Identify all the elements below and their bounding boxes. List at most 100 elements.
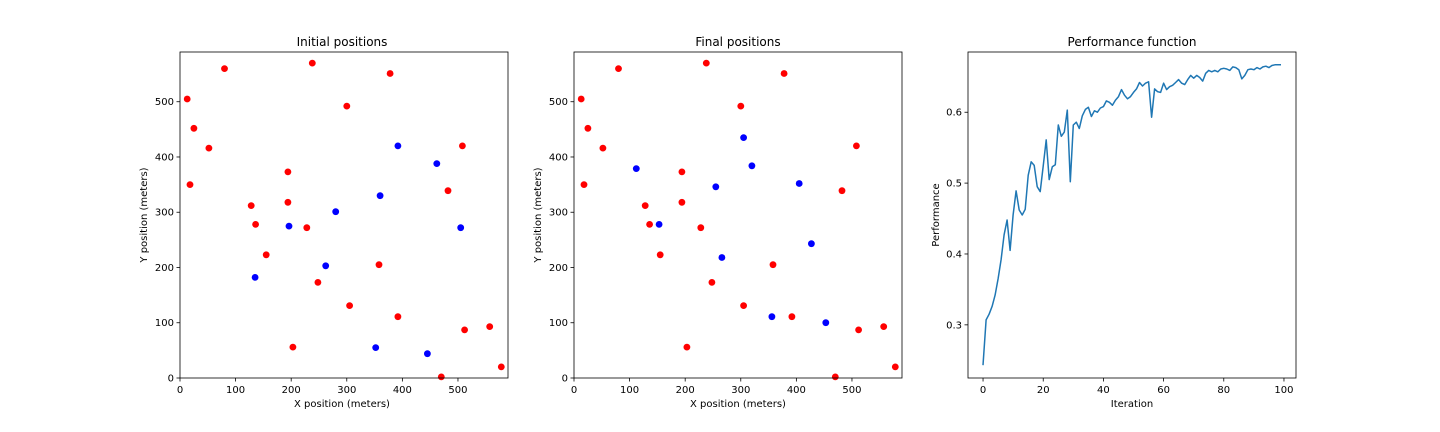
x-axis-label: Iteration <box>1111 399 1153 410</box>
red-point <box>646 221 653 228</box>
red-point <box>303 224 311 232</box>
blue-point <box>718 254 726 261</box>
blue-point <box>768 313 776 321</box>
red-point <box>737 102 745 110</box>
x-tick-label: 200 <box>676 385 695 396</box>
red-point <box>656 251 664 259</box>
final-positions-chart: Final positions X position (meters) Y po… <box>533 35 903 410</box>
y-tick-label: 100 <box>549 318 568 329</box>
blue-point <box>795 180 803 187</box>
red-point <box>683 343 691 351</box>
x-tick-label: 500 <box>448 385 467 396</box>
red-point <box>880 323 888 330</box>
blue-point <box>394 142 402 150</box>
x-tick-label: 40 <box>1097 385 1110 396</box>
x-tick-label: 0 <box>177 385 183 396</box>
blue-point <box>712 183 720 191</box>
chart-title: Performance function <box>1068 35 1197 49</box>
blue-point <box>433 160 441 168</box>
red-point <box>221 65 228 72</box>
y-tick-label: 200 <box>549 263 568 274</box>
chart-title: Final positions <box>695 35 780 49</box>
plot-area <box>982 64 1281 366</box>
blue-point <box>251 274 259 281</box>
y-tick-label: 500 <box>549 97 568 108</box>
red-point <box>284 168 292 176</box>
y-tick-label: 0.6 <box>946 108 962 119</box>
red-point <box>459 142 466 150</box>
y-tick-label: 200 <box>155 263 174 274</box>
y-axis-label: Y position (meters) <box>139 167 150 263</box>
blue-point <box>748 162 756 170</box>
plot-area <box>183 59 505 381</box>
red-point <box>461 326 468 334</box>
red-point <box>599 144 607 152</box>
x-tick-label: 0 <box>571 385 577 396</box>
x-axis-label: X position (meters) <box>690 399 786 410</box>
blue-point <box>376 192 384 200</box>
red-point <box>375 261 383 269</box>
chart-title: Initial positions <box>297 35 388 49</box>
red-point <box>740 302 747 309</box>
red-point <box>284 198 292 206</box>
blue-point <box>332 208 340 216</box>
x-tick-label: 60 <box>1157 385 1170 396</box>
y-tick-label: 0 <box>168 374 174 385</box>
y-tick-label: 0.5 <box>946 179 962 190</box>
y-tick-label: 400 <box>155 152 174 163</box>
red-point <box>615 65 622 72</box>
red-point <box>702 59 710 67</box>
x-tick-label: 200 <box>282 385 301 396</box>
red-point <box>486 323 494 330</box>
initial-positions-chart: Initial positions X position (meters) Y … <box>139 35 509 410</box>
red-point <box>678 198 686 206</box>
red-point <box>437 373 445 381</box>
red-point <box>247 202 255 210</box>
red-point <box>641 202 649 210</box>
x-tick-label: 0 <box>980 385 986 396</box>
blue-point <box>808 240 815 248</box>
red-point <box>678 168 686 176</box>
red-point <box>394 313 402 321</box>
blue-point <box>322 262 330 270</box>
blue-point <box>632 165 640 173</box>
y-tick-label: 300 <box>549 208 568 219</box>
x-tick-label: 300 <box>337 385 356 396</box>
red-point <box>346 302 353 309</box>
red-point <box>780 70 788 77</box>
axes-frame <box>967 51 1297 379</box>
red-point <box>891 363 899 371</box>
red-point <box>386 70 394 77</box>
red-point <box>708 279 716 286</box>
red-point <box>580 181 588 189</box>
x-tick-label: 80 <box>1217 385 1230 396</box>
x-tick-label: 100 <box>226 385 245 396</box>
red-point <box>697 224 705 232</box>
axes-frame <box>573 51 903 379</box>
red-point <box>308 59 316 67</box>
x-tick-label: 400 <box>787 385 806 396</box>
red-point <box>853 142 860 150</box>
blue-point <box>822 319 830 327</box>
red-point <box>788 313 796 321</box>
red-point <box>262 251 270 259</box>
blue-point <box>457 224 465 232</box>
y-tick-label: 0 <box>562 374 568 385</box>
red-point <box>497 363 505 371</box>
red-point <box>838 187 846 195</box>
y-axis-label: Y position (meters) <box>533 167 544 263</box>
x-tick-label: 300 <box>731 385 750 396</box>
x-axis-label: X position (meters) <box>294 399 390 410</box>
performance-line <box>982 64 1281 366</box>
plot-area <box>577 59 899 381</box>
red-point <box>831 373 839 381</box>
x-tick-label: 500 <box>842 385 861 396</box>
red-point <box>205 144 213 152</box>
x-tick-label: 100 <box>1274 385 1293 396</box>
red-point <box>289 343 297 351</box>
red-point <box>343 102 351 110</box>
axes-frame <box>179 51 509 379</box>
red-point <box>190 124 198 132</box>
y-tick-label: 500 <box>155 97 174 108</box>
